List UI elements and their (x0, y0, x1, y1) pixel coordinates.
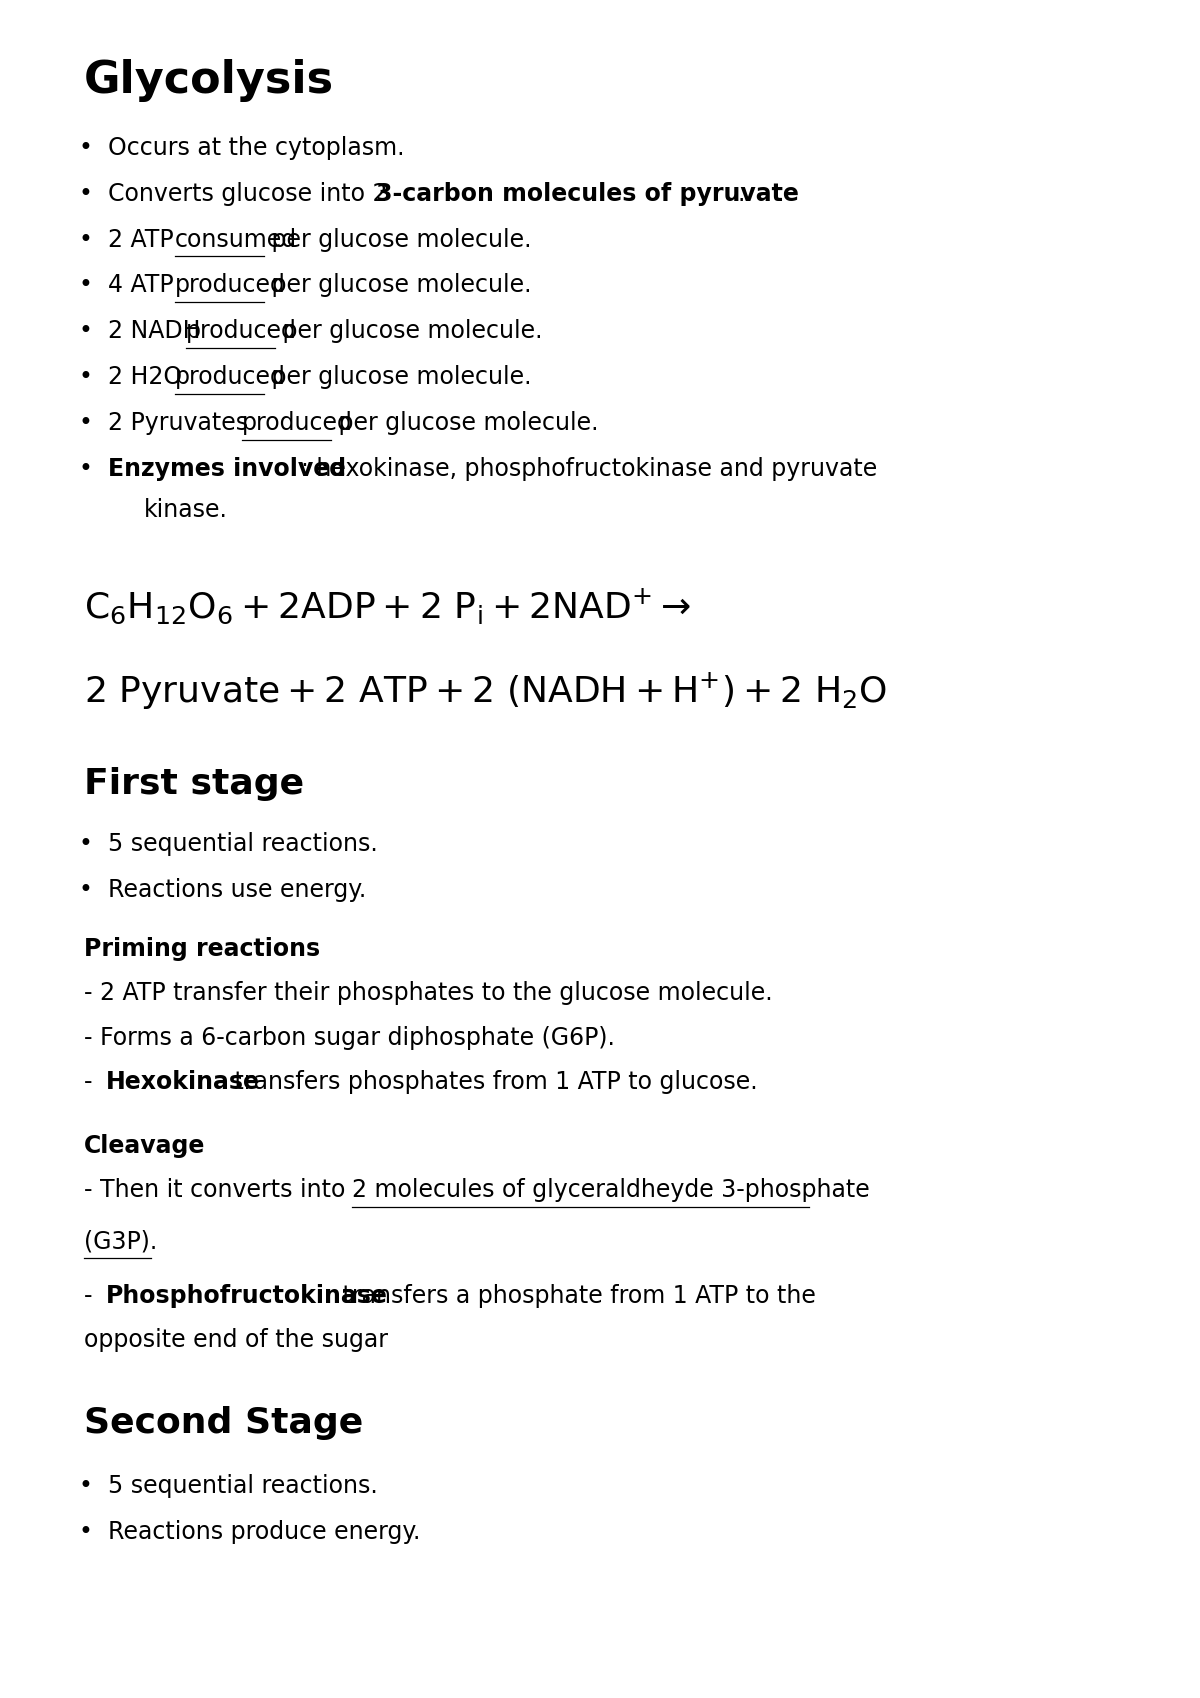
Text: •: • (78, 1474, 92, 1498)
Text: per glucose molecule.: per glucose molecule. (331, 411, 599, 435)
Text: Hexokinase: Hexokinase (107, 1070, 260, 1094)
Text: :: : (289, 937, 296, 961)
Text: 2 ATP: 2 ATP (108, 228, 181, 251)
Text: kinase.: kinase. (144, 498, 228, 521)
Text: per glucose molecule.: per glucose molecule. (264, 365, 532, 389)
Text: 2 H2O: 2 H2O (108, 365, 190, 389)
Text: Converts glucose into 2: Converts glucose into 2 (108, 182, 395, 205)
Text: - 2 ATP transfer their phosphates to the glucose molecule.: - 2 ATP transfer their phosphates to the… (84, 981, 773, 1005)
Text: - Forms a 6-carbon sugar diphosphate (G6P).: - Forms a 6-carbon sugar diphosphate (G6… (84, 1026, 614, 1049)
Text: produced: produced (175, 273, 286, 297)
Text: •: • (78, 365, 92, 389)
Text: 5 sequential reactions.: 5 sequential reactions. (108, 832, 378, 856)
Text: (G3P).: (G3P). (84, 1229, 157, 1253)
Text: $\mathregular{2\ Pyruvate + 2\ ATP + 2\ (NADH + H^{+}) + 2\ H_2O}$: $\mathregular{2\ Pyruvate + 2\ ATP + 2\ … (84, 671, 887, 711)
Text: :: : (180, 1134, 188, 1158)
Text: Cleavage: Cleavage (84, 1134, 205, 1158)
Text: consumed: consumed (175, 228, 298, 251)
Text: Occurs at the cytoplasm.: Occurs at the cytoplasm. (108, 136, 404, 160)
Text: Priming reactions: Priming reactions (84, 937, 320, 961)
Text: 2 molecules of glyceraldheyde 3-phosphate: 2 molecules of glyceraldheyde 3-phosphat… (352, 1178, 870, 1202)
Text: per glucose molecule.: per glucose molecule. (264, 228, 532, 251)
Text: produced: produced (175, 365, 286, 389)
Text: per glucose molecule.: per glucose molecule. (276, 319, 542, 343)
Text: 3-carbon molecules of pyruvate: 3-carbon molecules of pyruvate (376, 182, 799, 205)
Text: •: • (78, 228, 92, 251)
Text: 5 sequential reactions.: 5 sequential reactions. (108, 1474, 378, 1498)
Text: opposite end of the sugar: opposite end of the sugar (84, 1328, 388, 1352)
Text: •: • (78, 1520, 92, 1543)
Text: produced: produced (186, 319, 296, 343)
Text: •: • (78, 457, 92, 481)
Text: Second Stage: Second Stage (84, 1406, 364, 1440)
Text: -: - (84, 1070, 100, 1094)
Text: Enzymes involved: Enzymes involved (108, 457, 346, 481)
Text: Phosphofructokinase: Phosphofructokinase (107, 1284, 388, 1307)
Text: •: • (78, 182, 92, 205)
Text: -: - (84, 1284, 100, 1307)
Text: •: • (78, 878, 92, 902)
Text: : hexokinase, phosphofructokinase and pyruvate: : hexokinase, phosphofructokinase and py… (301, 457, 877, 481)
Text: Reactions produce energy.: Reactions produce energy. (108, 1520, 420, 1543)
Text: per glucose molecule.: per glucose molecule. (264, 273, 532, 297)
Text: •: • (78, 136, 92, 160)
Text: •: • (78, 319, 92, 343)
Text: transfers phosphates from 1 ATP to glucose.: transfers phosphates from 1 ATP to gluco… (227, 1070, 757, 1094)
Text: transfers a phosphate from 1 ATP to the: transfers a phosphate from 1 ATP to the (335, 1284, 816, 1307)
Text: produced: produced (242, 411, 353, 435)
Text: First stage: First stage (84, 767, 304, 801)
Text: $\mathregular{C_6H_{12}O_6 + 2ADP + 2\ P_i + 2NAD^{+}\rightarrow}$: $\mathregular{C_6H_{12}O_6 + 2ADP + 2\ P… (84, 586, 691, 625)
Text: - Then it converts into: - Then it converts into (84, 1178, 353, 1202)
Text: Glycolysis: Glycolysis (84, 59, 334, 102)
Text: 2 NADH: 2 NADH (108, 319, 208, 343)
Text: •: • (78, 273, 92, 297)
Text: .: . (738, 182, 745, 205)
Text: Reactions use energy.: Reactions use energy. (108, 878, 366, 902)
Text: 4 ATP: 4 ATP (108, 273, 181, 297)
Text: •: • (78, 832, 92, 856)
Text: 2 Pyruvates: 2 Pyruvates (108, 411, 256, 435)
Text: •: • (78, 411, 92, 435)
